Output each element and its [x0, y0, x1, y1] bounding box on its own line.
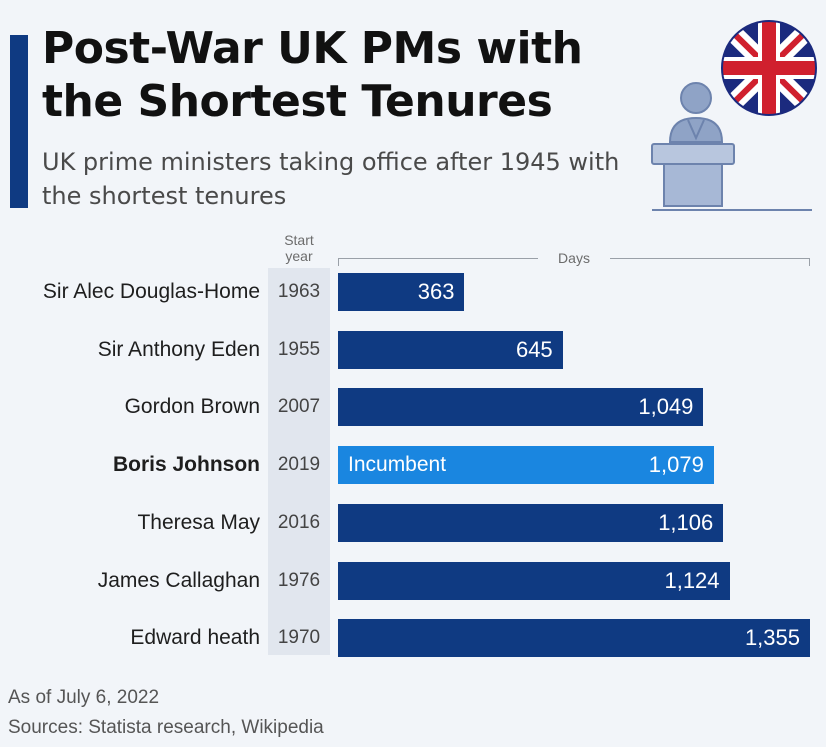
days-axis-line-right: [610, 258, 810, 259]
chart-row: Edward heath 1970 1,355: [0, 619, 826, 658]
category-label: Boris Johnson: [112, 453, 260, 477]
bar: 1,049: [338, 388, 704, 427]
bar-value-label: 363: [417, 279, 455, 304]
chart-row: Gordon Brown 2007 1,049: [0, 388, 826, 427]
bar-value-label: 1,355: [744, 625, 800, 651]
sources-note: Sources: Statista research, Wikipedia: [8, 717, 324, 738]
start-year-header: Start year: [268, 232, 330, 264]
title-accent-bar: [10, 35, 28, 208]
chart-row: Sir Alec Douglas-Home 1963 363: [0, 273, 826, 311]
bar: 1,106: [338, 503, 724, 542]
bar: 645: [338, 330, 563, 369]
category-label: Edward heath: [130, 626, 260, 650]
incumbent-tag: Incumbent: [348, 453, 447, 477]
start-year-label: 1963: [277, 281, 321, 302]
chart-row: Boris Johnson 2019 Incumbent 1,079: [0, 446, 826, 485]
start-year-label: 1970: [277, 627, 321, 649]
days-axis-header: Days: [338, 250, 810, 270]
bar: 363: [338, 273, 465, 311]
category-label: Theresa May: [137, 510, 260, 534]
start-year-label: 1976: [277, 569, 321, 591]
start-year-header-line2: year: [285, 248, 313, 264]
uk-flag-icon: [722, 21, 816, 115]
start-year-header-line1: Start: [284, 232, 314, 248]
illustration: [651, 20, 817, 211]
category-label: Gordon Brown: [124, 395, 260, 419]
bar-value-label: 1,049: [638, 394, 694, 420]
page-subtitle: UK prime ministers taking office after 1…: [42, 148, 620, 210]
bar-value-label: 645: [515, 336, 553, 362]
days-axis-tick-right: [809, 258, 810, 266]
start-year-label: 2019: [277, 454, 321, 476]
as-of-note: As of July 6, 2022: [8, 687, 160, 708]
page-title: Post-War UK PMs with the Shortest Tenure…: [42, 23, 583, 127]
start-year-band: [268, 268, 330, 655]
category-label: Sir Alec Douglas-Home: [42, 280, 260, 303]
days-axis-line-left: [338, 258, 538, 259]
start-year-label: 1955: [277, 338, 321, 360]
bar: 1,355: [338, 619, 810, 658]
bar-value-label: 1,124: [664, 567, 720, 593]
chart-row: Theresa May 2016 1,106: [0, 503, 826, 542]
chart-row: James Callaghan 1976 1,124: [0, 561, 826, 600]
days-axis-tick-left: [338, 258, 339, 266]
category-label: Sir Anthony Eden: [97, 337, 260, 361]
bar: Incumbent 1,079: [338, 446, 714, 485]
start-year-label: 2016: [277, 511, 321, 533]
category-label: James Callaghan: [97, 568, 260, 592]
days-axis-label: Days: [558, 250, 590, 266]
bar-value-label: 1,106: [658, 509, 714, 535]
start-year-label: 2007: [277, 396, 321, 418]
bar: 1,124: [338, 561, 730, 600]
speaker-at-podium-icon: [651, 82, 812, 211]
bar-value-label: 1,079: [648, 452, 704, 478]
chart-row: Sir Anthony Eden 1955 645: [0, 330, 826, 369]
